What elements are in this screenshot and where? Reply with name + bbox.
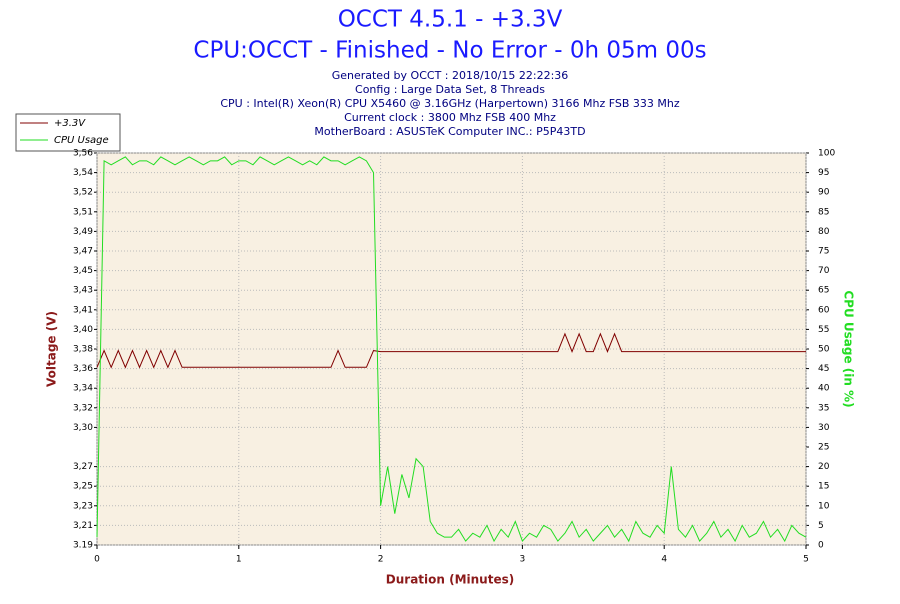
- info-line: Current clock : 3800 Mhz FSB 400 Mhz: [344, 111, 556, 124]
- y2-tick-label: 0: [818, 541, 824, 551]
- y2-tick-label: 60: [818, 305, 830, 315]
- y-tick-label: 3,34: [73, 384, 93, 394]
- y2-tick-label: 5: [818, 521, 824, 531]
- y2-tick-label: 35: [818, 403, 829, 413]
- y2-tick-label: 65: [818, 286, 829, 296]
- y2-tick-label: 75: [818, 247, 829, 257]
- x-tick-label: 5: [803, 555, 809, 565]
- y2-tick-label: 85: [818, 207, 829, 217]
- y2-tick-label: 70: [818, 266, 830, 276]
- info-line: Generated by OCCT : 2018/10/15 22:22:36: [332, 69, 569, 82]
- y2-tick-label: 90: [818, 188, 830, 198]
- y2-tick-label: 95: [818, 168, 829, 178]
- y2-tick-label: 20: [818, 462, 830, 472]
- y-tick-label: 3,41: [73, 305, 93, 315]
- legend: +3.3V CPU Usage: [15, 113, 121, 152]
- x-tick-label: 4: [661, 555, 667, 565]
- y2-tick-label: 25: [818, 443, 829, 453]
- x-axis-label: Duration (Minutes): [386, 573, 514, 587]
- y-tick-label: 3,40: [73, 325, 93, 335]
- y2-tick-label: 15: [818, 482, 829, 492]
- chart-title: OCCT 4.5.1 - +3.3V: [338, 7, 563, 33]
- y2-tick-label: 40: [818, 384, 830, 394]
- series-line: [96, 156, 807, 543]
- legend-box: [15, 113, 121, 152]
- y-tick-label: 3,51: [73, 207, 93, 217]
- y2-tick-label: 55: [818, 325, 829, 335]
- x-tick-label: 2: [378, 555, 384, 565]
- y2-tick-label: 45: [818, 364, 829, 374]
- y2-tick-label: 30: [818, 423, 830, 433]
- legend-label: CPU Usage: [54, 135, 109, 146]
- chart-subtitle: CPU:OCCT - Finished - No Error - 0h 05m …: [193, 38, 706, 64]
- y-tick-label: 3,43: [73, 286, 93, 296]
- y-tick-label: 3,27: [73, 462, 93, 472]
- y-tick-label: 3,56: [73, 149, 93, 159]
- y2-tick-label: 10: [818, 501, 830, 511]
- series-line: [96, 332, 806, 369]
- y-tick-label: 3.19: [73, 541, 93, 551]
- legend-label: +3.3V: [54, 118, 86, 129]
- y-axis-label: Voltage (V): [45, 311, 59, 387]
- y-tick-label: 3,21: [73, 521, 93, 531]
- x-tick-label: 0: [94, 555, 100, 565]
- y-tick-label: 3,38: [73, 345, 93, 355]
- y-tick-label: 3,54: [73, 168, 93, 178]
- y-tick-label: 3,25: [73, 482, 93, 492]
- y-tick-label: 3,23: [73, 501, 93, 511]
- y-tick-label: 3,52: [73, 188, 93, 198]
- y-tick-label: 3,45: [73, 266, 93, 276]
- y2-tick-label: 100: [818, 149, 835, 159]
- x-tick-label: 3: [520, 555, 526, 565]
- y-tick-label: 3,36: [73, 364, 93, 374]
- info-line: CPU : Intel(R) Xeon(R) CPU X5460 @ 3.16G…: [220, 97, 680, 110]
- info-line: Config : Large Data Set, 8 Threads: [355, 83, 545, 96]
- x-tick-label: 1: [236, 555, 242, 565]
- y-tick-label: 3,32: [73, 403, 93, 413]
- y2-tick-label: 80: [818, 227, 830, 237]
- y-tick-label: 3,49: [73, 227, 93, 237]
- info-line: MotherBoard : ASUSTeK Computer INC.: P5P…: [314, 125, 585, 138]
- y2-axis-label: CPU Usage (in %): [842, 290, 856, 407]
- y-tick-label: 3,47: [73, 247, 93, 257]
- y2-tick-label: 50: [818, 345, 830, 355]
- y-tick-label: 3,30: [73, 423, 93, 433]
